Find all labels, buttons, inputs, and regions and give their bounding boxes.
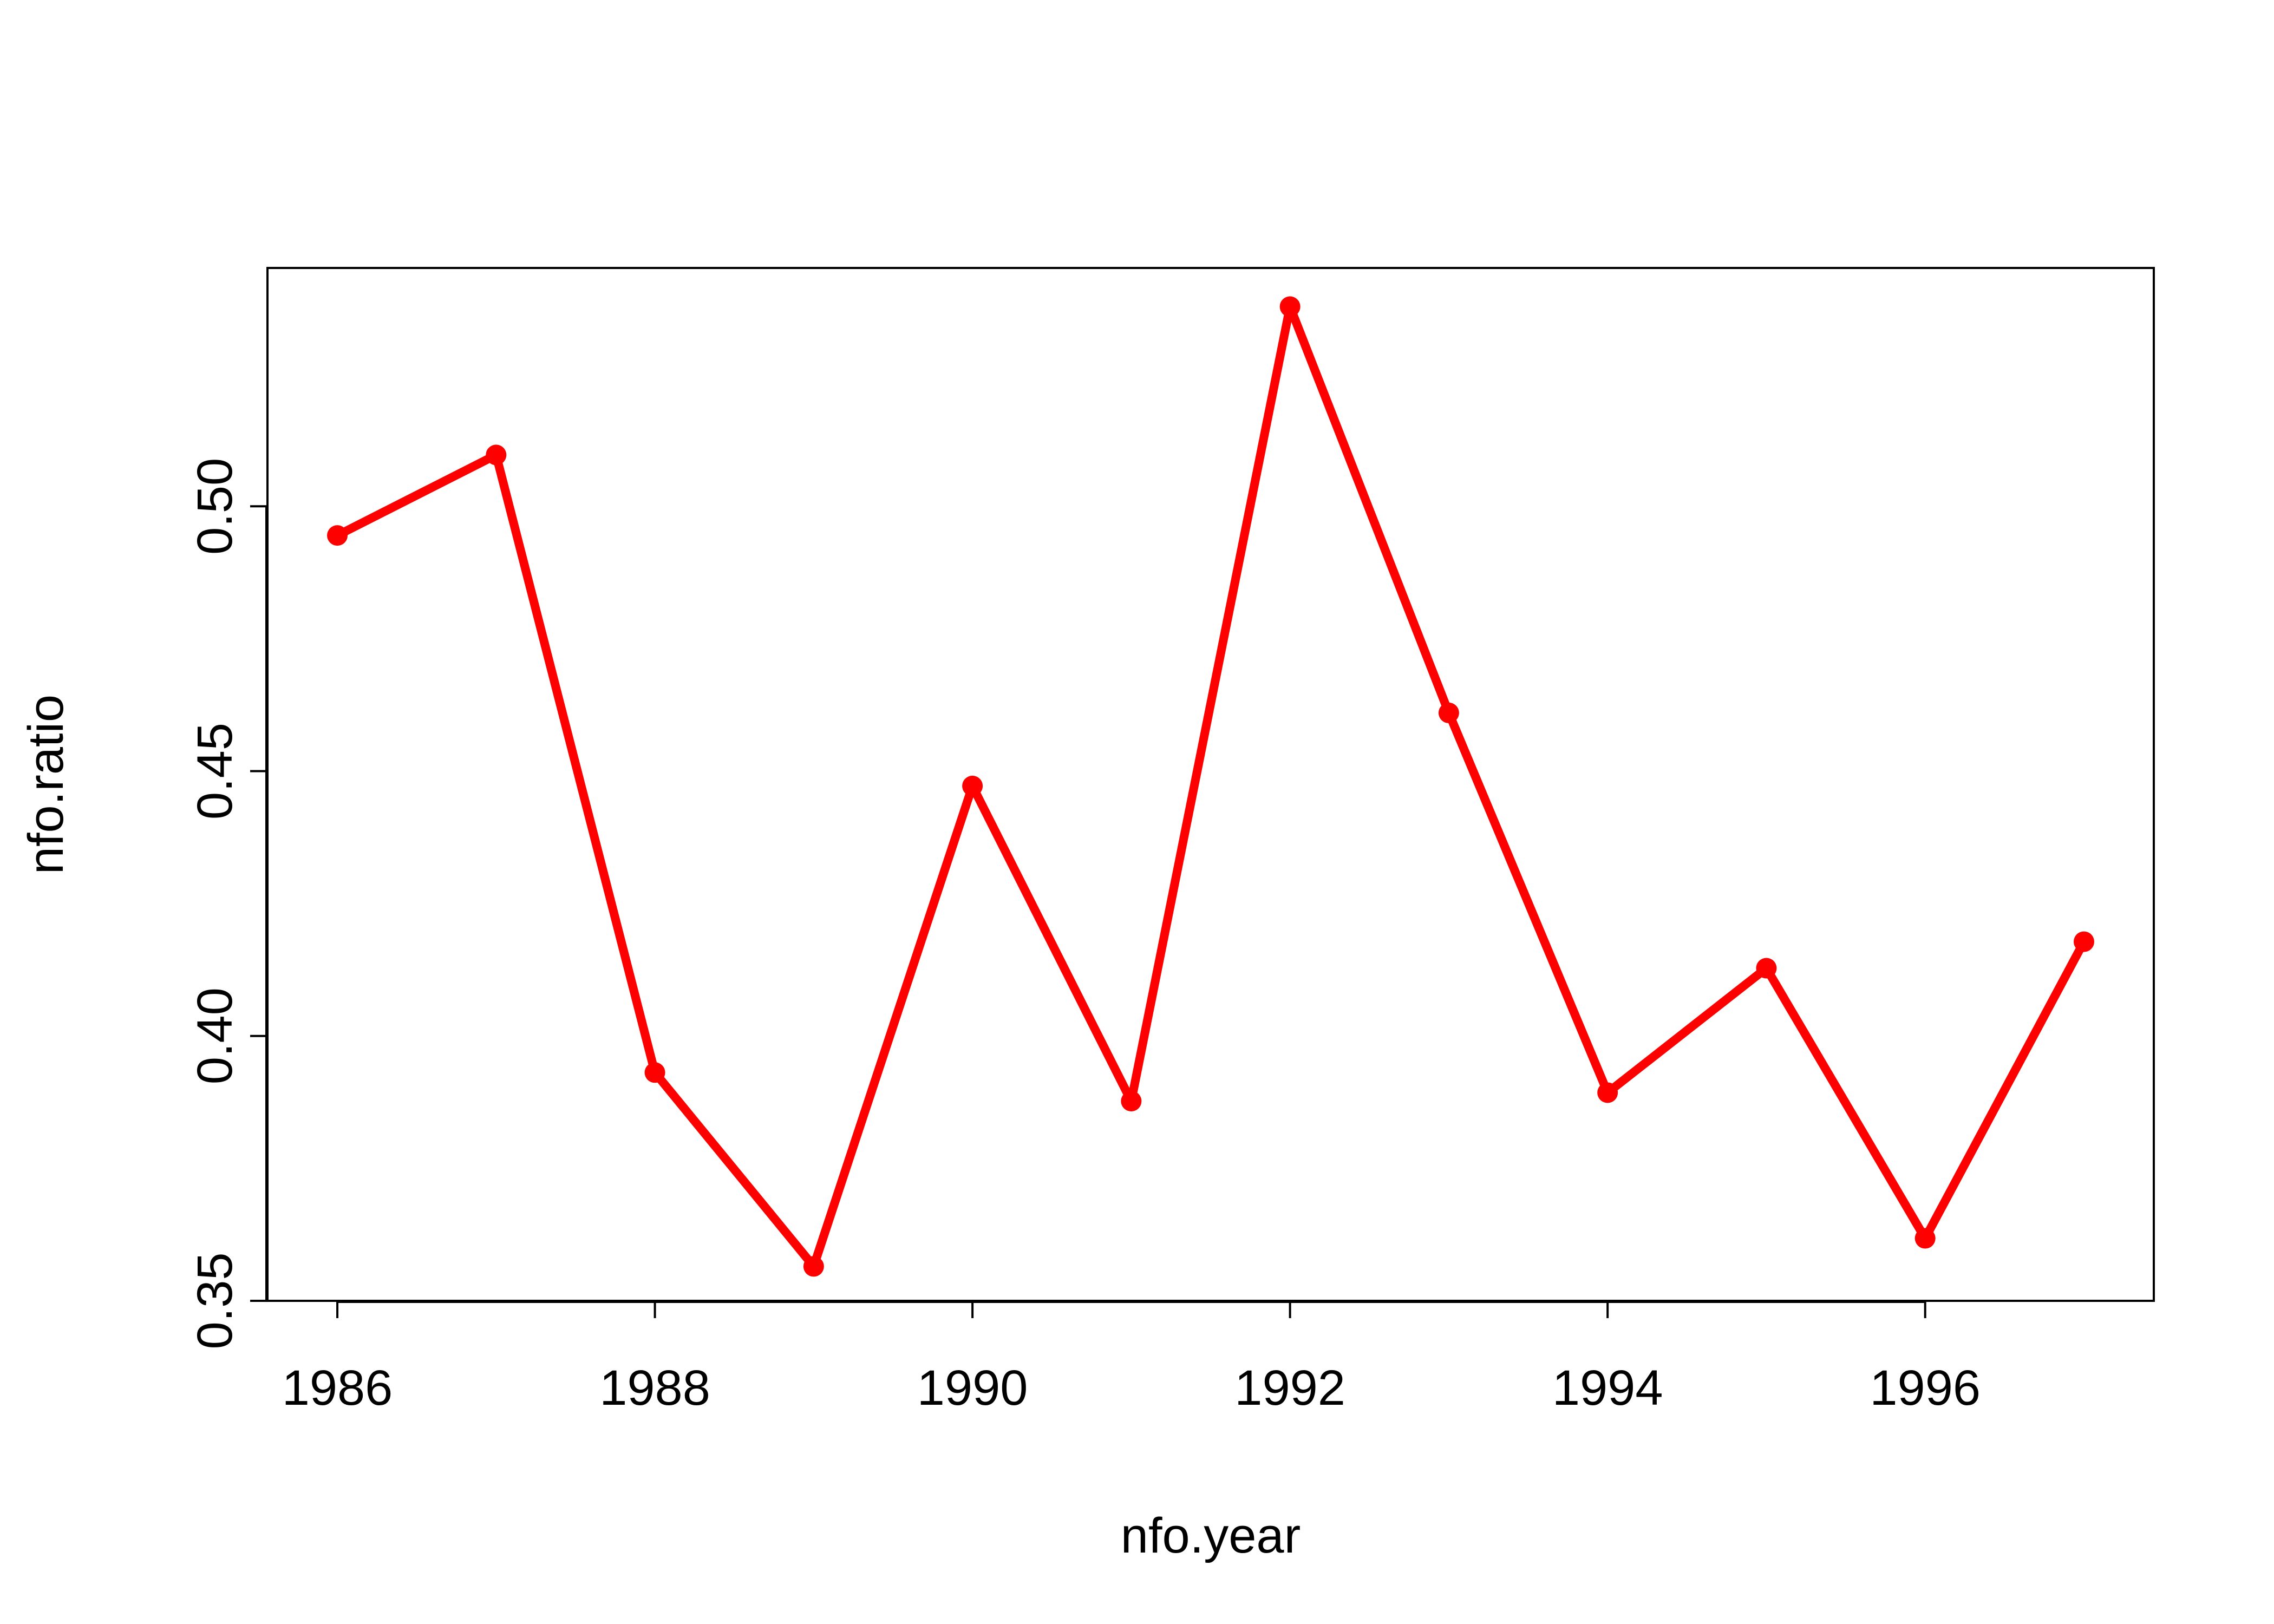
data-point [486, 444, 507, 466]
data-point [1597, 1082, 1618, 1103]
data-point [644, 1062, 665, 1083]
data-point [1279, 296, 1301, 317]
x-tick-label: 1986 [282, 1360, 393, 1416]
x-axis: 1986 1988 1990 1992 1994 1996 [282, 1301, 1981, 1416]
y-tick-label: 0.50 [187, 458, 243, 555]
y-axis-title: nfo.ratio [18, 695, 74, 874]
x-tick-label: 1988 [599, 1360, 710, 1416]
series-line [333, 302, 2088, 1271]
data-point [2073, 931, 2094, 952]
series-group [327, 296, 2094, 1277]
data-point [1756, 958, 1777, 979]
data-point [1438, 702, 1459, 723]
data-point [1914, 1228, 1936, 1249]
x-tick-label: 1996 [1870, 1360, 1981, 1416]
y-tick-label: 0.45 [187, 723, 243, 820]
x-tick-label: 1992 [1234, 1360, 1345, 1416]
data-point [962, 775, 983, 796]
x-axis-title: nfo.year [1121, 1508, 1301, 1563]
y-tick-label: 0.35 [187, 1252, 243, 1349]
y-axis: 0.35 0.40 0.45 0.50 [187, 458, 267, 1350]
x-tick-label: 1990 [917, 1360, 1028, 1416]
x-tick-label: 1994 [1552, 1360, 1663, 1416]
data-point [803, 1256, 824, 1277]
y-tick-label: 0.40 [187, 987, 243, 1084]
data-point [327, 525, 348, 546]
data-point [1121, 1091, 1142, 1112]
